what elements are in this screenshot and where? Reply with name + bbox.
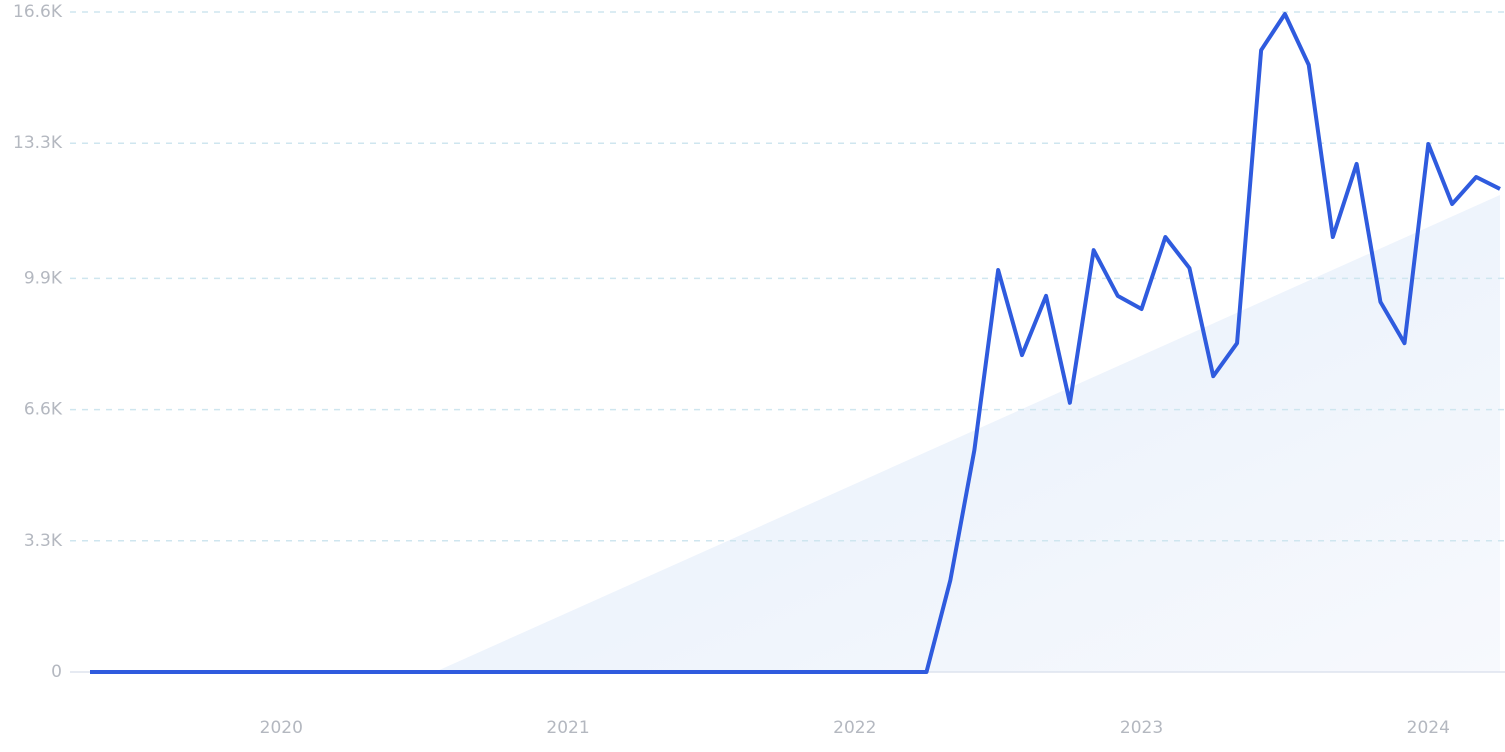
x-tick-label: 2022 xyxy=(833,718,876,738)
data-line xyxy=(90,11,1501,674)
y-tick-label: 16.6K xyxy=(13,2,63,22)
x-tick-label: 2023 xyxy=(1120,718,1163,738)
x-tick-label: 2020 xyxy=(260,718,303,738)
trend-area xyxy=(435,195,1500,672)
y-tick-label: 0 xyxy=(51,662,62,682)
y-tick-label: 6.6K xyxy=(24,400,63,420)
y-tick-label: 3.3K xyxy=(24,531,63,551)
x-tick-label: 2024 xyxy=(1407,718,1450,738)
y-tick-label: 9.9K xyxy=(24,268,63,288)
y-tick-label: 13.3K xyxy=(13,133,63,153)
x-tick-label: 2021 xyxy=(546,718,589,738)
